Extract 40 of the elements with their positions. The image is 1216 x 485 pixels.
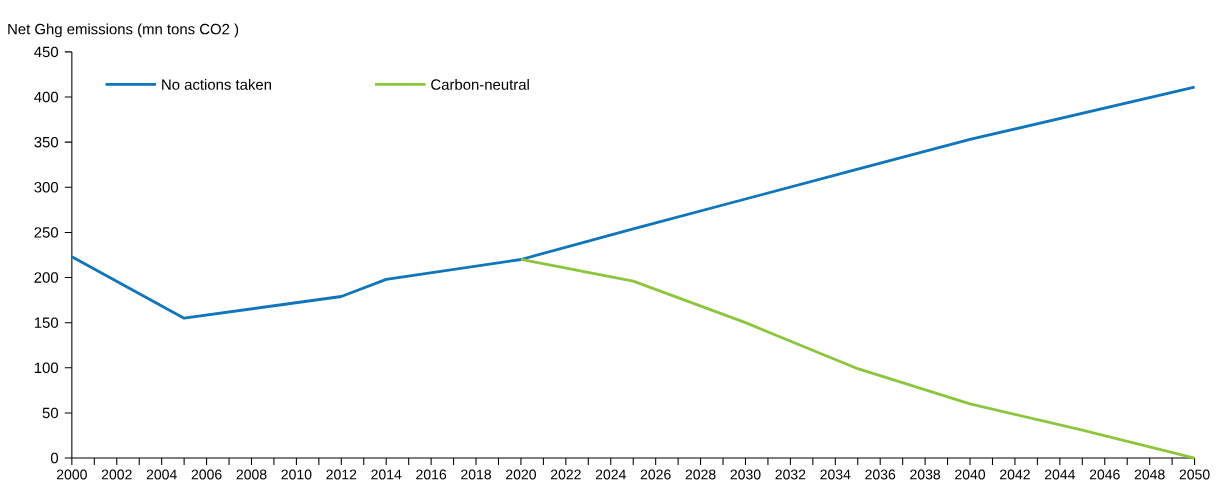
y-axis-title: Net Ghg emissions (mn tons CO2 ) xyxy=(8,23,239,38)
x-tick-label: 2034 xyxy=(820,469,851,480)
y-tick-label: 400 xyxy=(34,91,59,103)
x-tick-label: 2030 xyxy=(730,469,761,480)
x-tick-label: 2032 xyxy=(775,469,806,480)
y-tick-label: 350 xyxy=(34,136,59,148)
x-tick-label: 2010 xyxy=(281,469,312,480)
y-tick-label: 150 xyxy=(34,317,59,328)
x-tick-label: 2000 xyxy=(56,469,87,480)
y-tick-label: 200 xyxy=(34,272,59,283)
x-tick-label: 2048 xyxy=(1134,469,1165,480)
x-tick-label: 2044 xyxy=(1044,469,1076,480)
y-tick-label: 250 xyxy=(34,227,59,238)
x-tick-label: 2018 xyxy=(461,469,492,480)
y-tick-label: 50 xyxy=(42,407,59,419)
legend-label: Carbon-neutral xyxy=(431,78,529,90)
x-tick-label: 2022 xyxy=(550,469,581,480)
x-tick-label: 2042 xyxy=(1000,469,1030,480)
x-tick-label: 2012 xyxy=(326,469,357,480)
x-tick-label: 2002 xyxy=(101,469,132,480)
y-tick-label: 100 xyxy=(34,362,59,373)
x-tick-label: 2036 xyxy=(865,469,896,480)
x-tick-label: 2026 xyxy=(640,469,671,480)
x-tick-label: 2028 xyxy=(685,469,716,480)
x-tick-label: 2038 xyxy=(910,469,941,480)
x-tick-label: 2024 xyxy=(595,469,626,480)
x-tick-label: 2006 xyxy=(191,469,222,480)
legend-label: No actions taken xyxy=(162,78,271,90)
y-tick-label: 300 xyxy=(34,181,59,193)
line-series xyxy=(519,257,1196,460)
x-tick-label: 2014 xyxy=(371,469,402,480)
x-tick-label: 2008 xyxy=(236,469,267,480)
y-tick-label: 0 xyxy=(50,452,59,464)
x-tick-label: 2020 xyxy=(506,469,536,480)
x-tick-label: 2004 xyxy=(146,469,177,480)
y-tick-label: 450 xyxy=(34,46,59,58)
x-tick-label: 2040 xyxy=(955,469,986,480)
x-tick-label: 2050 xyxy=(1179,469,1210,480)
x-tick-label: 2046 xyxy=(1089,469,1120,480)
x-tick-label: 2016 xyxy=(416,469,447,480)
